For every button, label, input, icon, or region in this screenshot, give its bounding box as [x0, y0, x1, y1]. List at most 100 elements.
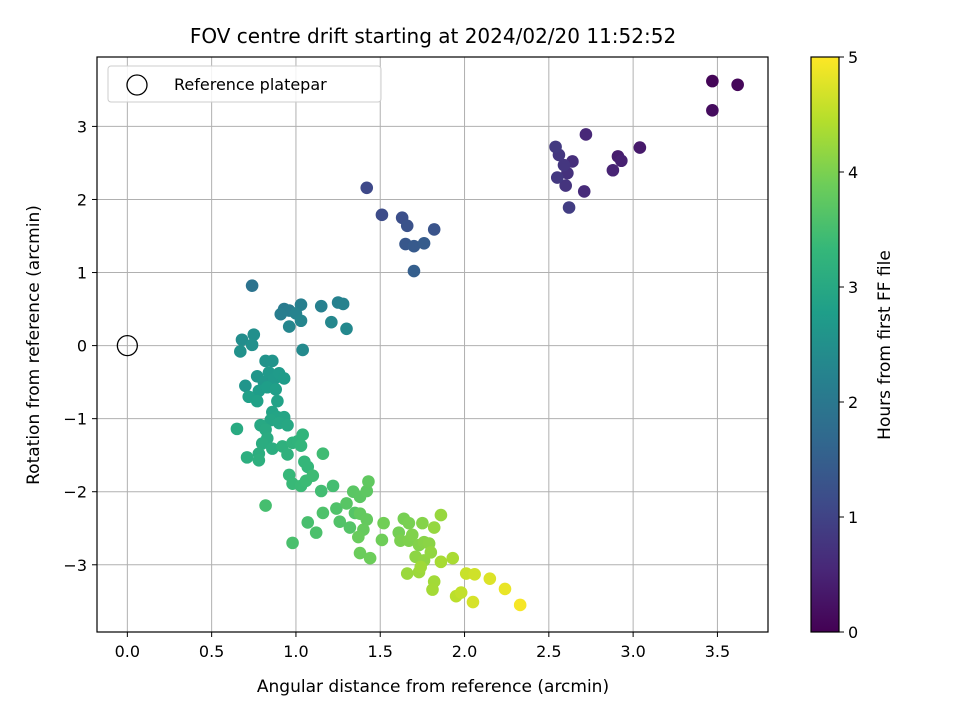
scatter-point — [559, 179, 572, 192]
scatter-point — [402, 516, 416, 530]
scatter-point — [333, 515, 347, 528]
scatter-point — [513, 598, 527, 612]
y-tick-label: 2 — [77, 190, 87, 209]
scatter-point — [343, 521, 357, 534]
scatter-point — [266, 354, 279, 368]
scatter-point — [239, 379, 252, 393]
reference-platepar-marker — [116, 334, 138, 357]
x-tick-label: 1.0 — [283, 642, 308, 661]
scatter-point — [336, 297, 350, 311]
scatter-point — [454, 586, 468, 599]
scatter-point — [330, 502, 343, 515]
x-tick-label: 1.5 — [368, 642, 393, 661]
scatter-point — [375, 533, 389, 547]
scatter-point — [360, 484, 374, 498]
scatter-point — [294, 314, 308, 328]
colorbar-tick-label: 5 — [848, 48, 858, 67]
scatter-point — [271, 394, 284, 408]
scatter-point — [427, 521, 441, 534]
x-tick-label: 2.0 — [452, 642, 477, 661]
scatter-point — [407, 264, 421, 278]
scatter-point — [483, 572, 497, 585]
colorbar-fill — [811, 57, 839, 632]
scatter-point — [446, 551, 460, 565]
scatter-point — [245, 338, 259, 352]
colorbar-tick-label: 2 — [848, 393, 858, 412]
scatter-point — [377, 516, 390, 530]
scatter-point — [306, 469, 320, 482]
scatter-point — [550, 171, 564, 184]
scatter-point — [282, 320, 296, 333]
scatter-point — [362, 475, 375, 488]
scatter-point — [615, 154, 628, 168]
legend-label: Reference platepar — [174, 75, 327, 94]
scatter-point — [286, 536, 299, 550]
scatter-point — [606, 163, 620, 177]
y-tick-label: 1 — [77, 264, 87, 283]
scatter-point — [405, 528, 419, 542]
scatter-point — [352, 530, 365, 544]
colorbar-frame — [810, 56, 840, 633]
scatter-point — [266, 442, 279, 455]
plot-background — [97, 57, 768, 632]
scatter-point — [314, 299, 328, 313]
legend-box — [107, 65, 382, 103]
scatter-point — [407, 239, 421, 253]
colorbar-ticks: 0 1 2 3 4 5 — [839, 48, 858, 642]
scatter-point — [434, 555, 448, 569]
scatter-point — [296, 343, 309, 357]
scatter-point — [340, 497, 353, 510]
scatter-point — [316, 447, 330, 461]
scatter-point — [316, 506, 330, 520]
scatter-point — [281, 448, 294, 461]
scatter-point — [230, 422, 244, 436]
y-tick-label: 0 — [77, 337, 87, 356]
scatter-point — [234, 345, 247, 358]
scatter-point — [314, 484, 328, 498]
y-tick-label: 3 — [77, 117, 87, 136]
legend: Reference platepar — [107, 65, 382, 103]
scatter-point — [353, 546, 367, 560]
scatter-point — [259, 499, 272, 512]
x-axis-label: Angular distance from reference (arcmin) — [257, 677, 609, 697]
grid-lines — [97, 57, 768, 632]
colorbar-tick-label: 3 — [848, 278, 858, 297]
scatter-point — [414, 560, 427, 574]
scatter-point — [247, 328, 261, 341]
scatter-point — [235, 333, 249, 347]
y-axis-ticks: −3 −2 −1 0 1 2 3 — [63, 117, 97, 575]
colorbar: 0 1 2 3 4 5 Hours from first FF file — [810, 48, 895, 642]
scatter-point — [416, 516, 429, 530]
y-tick-label: −3 — [63, 556, 87, 575]
x-tick-label: 2.5 — [536, 642, 561, 661]
y-tick-label: −2 — [63, 483, 87, 502]
scatter-point — [301, 516, 315, 529]
scatter-point — [340, 322, 353, 336]
scatter-point — [706, 74, 719, 88]
scatter-point — [633, 141, 647, 154]
y-tick-label: −1 — [63, 410, 87, 429]
scatter-point — [706, 104, 719, 117]
scatter-point — [245, 279, 259, 292]
x-tick-label: 0.0 — [115, 642, 140, 661]
scatter-point — [250, 394, 264, 408]
data-points — [230, 74, 744, 612]
colorbar-label: Hours from first FF file — [875, 250, 895, 440]
scatter-point — [252, 454, 266, 467]
scatter-point — [731, 78, 744, 92]
scatter-point — [326, 479, 340, 493]
x-tick-label: 3.0 — [620, 642, 645, 661]
scatter-point — [549, 140, 562, 154]
scatter-point — [296, 428, 309, 442]
scatter-point — [466, 595, 480, 609]
legend-marker — [126, 74, 148, 96]
plot-frame — [96, 56, 769, 633]
scatter-point — [274, 307, 288, 321]
scatter-point — [426, 583, 439, 596]
scatter-point — [325, 315, 338, 329]
scatter-point — [360, 181, 374, 195]
scatter-point — [269, 383, 283, 396]
scatter-point — [468, 567, 481, 581]
colorbar-tick-label: 1 — [848, 508, 858, 527]
